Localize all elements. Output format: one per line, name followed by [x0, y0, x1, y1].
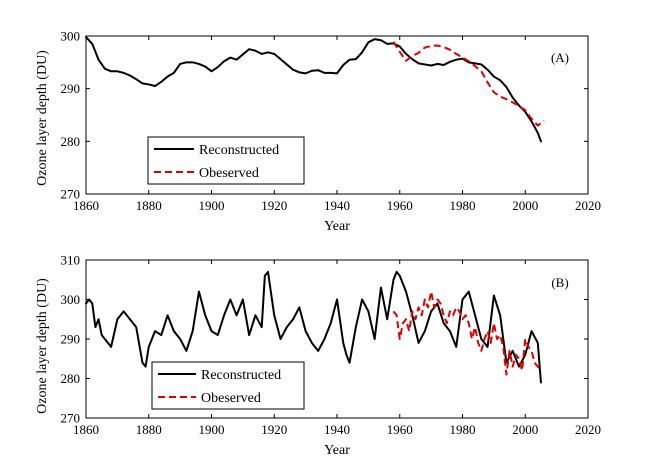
panel-b-y-tick: 310	[61, 253, 81, 268]
panel-a-x-tick: 1860	[73, 198, 99, 213]
panel-a-legend: Reconstructed Obeserved	[147, 136, 305, 185]
panel-b-legend: Reconstructed Obeserved	[151, 361, 305, 410]
panel-b-x-tick: 2020	[575, 422, 601, 437]
panel-b-y-ticks: 270 280 290 300 310	[61, 253, 81, 426]
panel-a-x-tick: 1960	[387, 198, 413, 213]
panel-b-legend-box	[151, 361, 305, 410]
panel-b-x-tick: 1920	[261, 422, 287, 437]
panel-a-legend-label-observed: Obeserved	[199, 166, 259, 181]
panel-b-label: (B)	[551, 275, 568, 290]
panel-a-y-axis-label: Ozone layer depth (DU)	[35, 50, 50, 186]
panel-b-x-tick: 1860	[73, 422, 99, 437]
panel-b-x-tick: 1880	[136, 422, 162, 437]
panel-b-x-tick: 1960	[387, 422, 413, 437]
panel-b-x-tick: 1980	[450, 422, 476, 437]
panel-a-x-axis-label: Year	[324, 219, 350, 234]
panel-b-y-tick: 270	[61, 411, 81, 426]
panel-b-series-observed-line	[392, 290, 542, 376]
panel-b-y-axis-label: Ozone layer depth (DU)	[35, 278, 50, 414]
panel-a-x-tick: 1920	[261, 198, 287, 213]
panel-a-series-observed-line	[392, 41, 545, 127]
panel-b-x-axis-label: Year	[324, 443, 350, 458]
panel-a: 270 280 290 300 1860 1880 1900 1920 1940…	[35, 29, 601, 235]
panel-b-y-tick: 280	[61, 371, 81, 386]
panel-a-y-tick: 290	[61, 81, 81, 96]
panel-a-legend-box	[147, 136, 305, 185]
panel-b-series	[85, 270, 542, 384]
panel-a-y-tick: 270	[61, 187, 81, 202]
panel-b-x-ticks: 1860 1880 1900 1920 1940 1960 1980 2000 …	[73, 422, 601, 437]
panel-a-x-tick: 1940	[324, 198, 350, 213]
panel-a-series	[85, 36, 545, 143]
panel-a-x-tick: 2020	[575, 198, 601, 213]
panel-b-legend-label-reconstructed: Reconstructed	[201, 368, 281, 383]
panel-a-x-tick: 2000	[512, 198, 538, 213]
panel-b: 270 280 290 300 310 1860 1880 1900 1920 …	[35, 253, 601, 459]
panel-a-y-tick: 280	[61, 134, 81, 149]
panel-a-x-ticks: 1860 1880 1900 1920 1940 1960 1980 2000 …	[73, 198, 601, 213]
panel-a-x-tick: 1980	[450, 198, 476, 213]
panel-b-x-tick: 1940	[324, 422, 350, 437]
panel-a-marks	[85, 35, 589, 195]
panel-a-y-ticks: 270 280 290 300	[61, 29, 81, 202]
panel-a-label: (A)	[551, 50, 569, 65]
panel-b-x-tick: 1900	[199, 422, 225, 437]
panel-b-y-tick: 290	[61, 332, 81, 347]
panel-a-legend-label-reconstructed: Reconstructed	[199, 143, 279, 158]
panel-a-x-tick: 1900	[199, 198, 225, 213]
panel-b-legend-label-observed: Obeserved	[201, 391, 261, 406]
panel-a-x-tick: 1880	[136, 198, 162, 213]
panel-b-x-tick: 2000	[512, 422, 538, 437]
panel-b-y-tick: 300	[61, 292, 81, 307]
panel-a-y-tick: 300	[61, 29, 81, 44]
